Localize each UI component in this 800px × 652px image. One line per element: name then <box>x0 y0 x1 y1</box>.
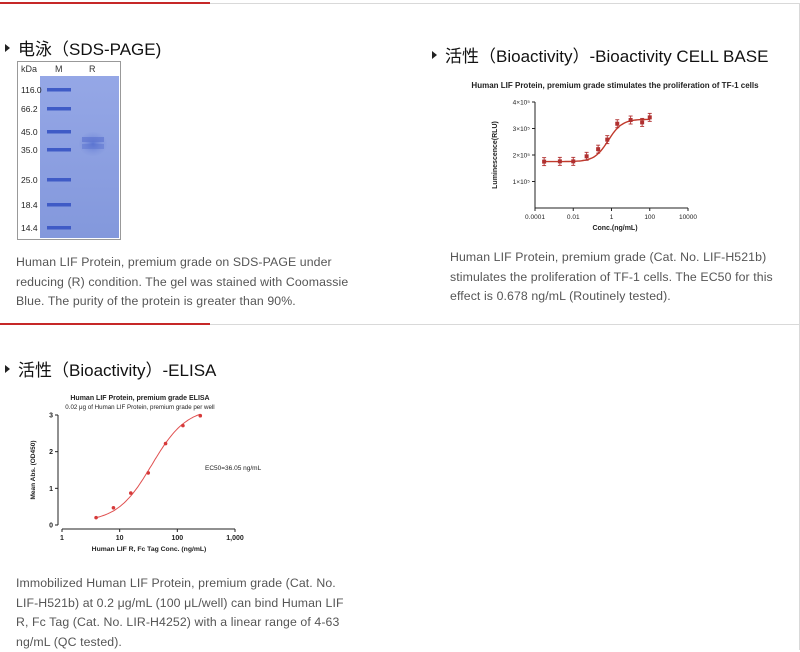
section-accent-bar <box>0 323 210 325</box>
chart2-annotation: EC50=36.05 ng/mL <box>205 465 262 472</box>
gel-marker-label: 25.0 <box>21 175 38 185</box>
sds-page-description: Human LIF Protein, premium grade on SDS-… <box>16 255 349 308</box>
chart2-x-tick-label: 1 <box>60 535 64 542</box>
chart1-y-tick-label: 3×10⁵ <box>513 126 531 133</box>
elisa-heading: 活性（Bioactivity）-ELISA <box>5 356 216 381</box>
chart1-point <box>542 159 547 164</box>
elisa-chart: Human LIF Protein, premium grade ELISA 0.… <box>30 395 262 553</box>
elisa-description: Immobilized Human LIF Protein, premium g… <box>16 576 344 649</box>
sds-page-gel-image: kDa M R 116.0 66.2 45.0 35.0 25.0 18.4 14.4 <box>17 61 121 240</box>
bullet-triangle-icon <box>5 43 10 52</box>
chart2-fit-line <box>95 413 201 519</box>
gel-marker-band <box>47 226 71 230</box>
gel-header-r: R <box>89 64 96 74</box>
chart1-y-label: Luminescence(RLU) <box>492 121 499 189</box>
chart1-point <box>647 115 652 120</box>
chart2-y-label: Mean Abs. (OD450) <box>30 441 37 500</box>
chart1-x-tick-label: 0.0001 <box>525 214 545 221</box>
gel-marker-label: 116.0 <box>21 85 42 95</box>
sample-band-core-2 <box>82 144 104 149</box>
chart1-fit-line <box>544 118 650 163</box>
bullet-triangle-icon <box>5 364 10 373</box>
chart2-point <box>94 515 98 520</box>
chart1-point <box>596 147 601 152</box>
chart2-x-label: Human LIF R, Fc Tag Conc. (ng/mL) <box>92 546 207 553</box>
chart1-point <box>640 120 645 125</box>
gel-marker-band <box>47 107 71 111</box>
gel-marker-label: 14.4 <box>21 223 38 233</box>
chart2-y-tick-label: 2 <box>49 449 53 456</box>
cell-base-title: 活性（Bioactivity）-Bioactivity CELL BASE <box>445 47 769 66</box>
chart1-title: Human LIF Protein, premium grade stimula… <box>471 81 759 90</box>
cell-base-heading: 活性（Bioactivity）-Bioactivity CELL BASE <box>432 42 768 67</box>
chart1-x-tick-label: 0.01 <box>567 214 580 221</box>
sds-page-title: 电泳（SDS-PAGE) <box>18 40 162 59</box>
gel-marker-label: 35.0 <box>21 145 38 155</box>
top-accent-bar <box>0 2 210 4</box>
chart1-y-tick-label: 1×10⁵ <box>513 179 531 186</box>
chart1-point <box>605 137 610 142</box>
chart1-point <box>571 159 576 164</box>
chart2-x-tick-label: 10 <box>116 535 124 542</box>
chart2-title: Human LIF Protein, premium grade ELISA <box>70 395 209 402</box>
chart2-y-tick-label: 3 <box>49 413 53 420</box>
chart2-y-tick-label: 1 <box>49 486 53 493</box>
sample-band-core <box>82 137 104 142</box>
gel-marker-band <box>47 130 71 134</box>
chart2-point <box>146 471 151 475</box>
chart2-x-tick-label: 1,000 <box>226 535 244 542</box>
chart1-point <box>615 121 620 126</box>
gel-marker-label: 18.4 <box>21 200 38 210</box>
gel-header-m: M <box>55 64 63 74</box>
chart2-y-tick-label: 0 <box>49 523 53 530</box>
chart1-x-label: Conc.(ng/mL) <box>592 225 637 232</box>
sds-page-heading: 电泳（SDS-PAGE) <box>5 35 161 60</box>
chart1-point <box>584 154 589 159</box>
chart1-x-tick-label: 10000 <box>679 214 697 221</box>
chart1-point <box>557 159 562 164</box>
elisa-title: 活性（Bioactivity）-ELISA <box>18 361 217 380</box>
chart1-y-tick-label: 2×10⁵ <box>513 153 531 160</box>
bullet-triangle-icon <box>432 50 437 59</box>
gel-marker-band <box>47 148 71 152</box>
chart2-subtitle: 0.02 μg of Human LIF Protein, premium gr… <box>65 404 214 411</box>
chart2-x-tick-label: 100 <box>171 535 183 542</box>
chart2-point <box>111 505 116 510</box>
chart1-x-tick-label: 1 <box>610 214 614 221</box>
chart1-point <box>628 118 633 123</box>
gel-marker-label: 66.2 <box>21 104 38 114</box>
chart1-y-tick-label: 4×10⁵ <box>513 100 531 107</box>
chart2-point <box>129 491 133 495</box>
cell-base-chart: Human LIF Protein, premium grade stimula… <box>471 81 759 232</box>
gel-marker-label: 45.0 <box>21 127 38 137</box>
gel-marker-band <box>47 203 71 207</box>
top-divider <box>0 3 800 4</box>
gel-marker-band <box>47 88 71 92</box>
chart2-point <box>163 441 168 446</box>
gel-header-kda: kDa <box>21 64 37 74</box>
chart2-point <box>198 413 203 418</box>
chart2-point <box>181 423 185 428</box>
gel-marker-band <box>47 178 71 182</box>
cell-base-description: Human LIF Protein, premium grade (Cat. N… <box>450 250 773 303</box>
section-divider <box>0 324 800 325</box>
chart1-x-tick-label: 100 <box>644 214 655 221</box>
